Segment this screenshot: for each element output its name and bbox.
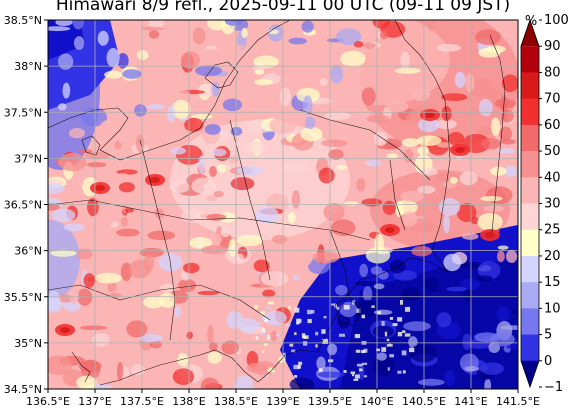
colorbar-segment xyxy=(521,308,539,336)
colorbar-segment xyxy=(521,124,539,152)
colorbar-label: 50 xyxy=(544,144,561,159)
colorbar-label: 20 xyxy=(544,249,561,264)
x-tick-label: 141.5°E xyxy=(496,395,540,408)
colorbar-label: 70 xyxy=(544,92,561,107)
y-tick-label: 37.5°N xyxy=(4,106,42,119)
gridlines xyxy=(48,20,518,389)
colorbar-segment xyxy=(521,72,539,100)
colorbar-label: 40 xyxy=(544,170,561,185)
x-tick-label: 140°E xyxy=(360,395,393,408)
x-tick-label: 137°E xyxy=(78,395,111,408)
colorbar-segment xyxy=(521,177,539,204)
colorbar-label: −1 xyxy=(544,380,563,395)
y-tick-label: 35°N xyxy=(14,337,42,350)
y-tick-label: 38.5°N xyxy=(4,14,42,27)
x-tick-label: 139.5°E xyxy=(308,395,352,408)
colorbar-segments xyxy=(520,18,540,389)
map-title: Himawari 8/9 refl., 2025-09-11 00 UTC (0… xyxy=(55,0,511,15)
colorbar-segment xyxy=(521,20,539,47)
colorbar-segment xyxy=(521,98,539,126)
reflectance-field xyxy=(48,20,518,389)
colorbar-label: 80 xyxy=(544,65,561,80)
colorbar-label: 30 xyxy=(544,197,561,212)
y-tick-label: 38°N xyxy=(14,60,42,73)
x-tick-label: 137.5°E xyxy=(120,395,164,408)
colorbar-segment xyxy=(521,151,539,178)
x-tick-label: 136.5°E xyxy=(26,395,70,408)
colorbar-label: 10 xyxy=(544,301,561,316)
y-tick-label: 35.5°N xyxy=(4,291,42,304)
colorbar-label: 15 xyxy=(544,275,561,290)
colorbar-label: 100 xyxy=(544,13,569,28)
colorbar-label: 0 xyxy=(544,354,552,369)
colorbar-segment xyxy=(521,203,539,231)
x-tick-label: 138.5°E xyxy=(214,395,258,408)
colorbar-label: 90 xyxy=(544,39,561,54)
colorbar-label: 60 xyxy=(544,118,561,133)
y-tick-label: 37°N xyxy=(14,152,42,165)
colorbar-segment xyxy=(521,229,539,257)
x-tick-label: 138°E xyxy=(172,395,205,408)
axis-ticks: 136.5°E 137°E 137.5°E 138°E 138.5°E 139°E 139.… xyxy=(4,14,540,408)
x-tick-label: 141°E xyxy=(454,395,487,408)
colorbar-segment xyxy=(521,334,539,362)
x-tick-label: 139°E xyxy=(266,395,299,408)
colorbar-label: 5 xyxy=(544,328,552,343)
x-tick-label: 140.5°E xyxy=(402,395,446,408)
y-tick-label: 34.5°N xyxy=(4,383,42,396)
colorbar-segment xyxy=(521,360,539,387)
colorbar-segment xyxy=(521,46,539,73)
colorbar-label: 25 xyxy=(544,223,561,238)
colorbar-segment xyxy=(521,255,539,283)
y-tick-label: 36.5°N xyxy=(4,199,42,212)
colorbar-segment xyxy=(521,282,539,309)
y-tick-label: 36°N xyxy=(14,245,42,258)
